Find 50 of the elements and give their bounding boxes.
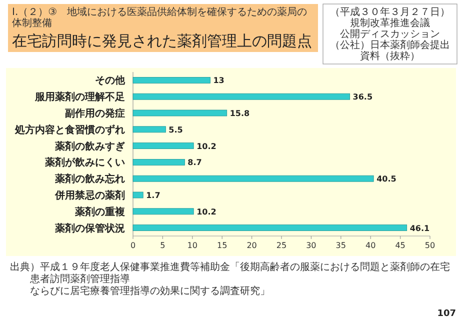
y-tick-label: 薬剤が飲みにくい: [44, 156, 125, 169]
bar: [132, 93, 350, 100]
x-tick-label: 50: [424, 241, 436, 250]
y-tick-label: 薬剤の飲み忘れ: [54, 173, 125, 186]
data-label: 40.5: [376, 174, 397, 184]
chart-subtitle: Ⅰ.（２）③ 地域における医薬品供給体制を確保するための薬局の体制整備: [12, 6, 308, 29]
data-label: 15.8: [230, 109, 250, 118]
data-label: 46.1: [410, 224, 430, 233]
data-label: 10.2: [196, 207, 216, 216]
x-tick-label: 10: [187, 241, 198, 250]
bar: [132, 208, 194, 215]
text: 公開ディスカッション: [340, 28, 440, 40]
source-note: 出典）平成１９年度老人保健事業推進費等補助金「後期高齢者の服薬における問題と薬剤師の在宅患者訪問薬剤管理指導: [10, 261, 450, 285]
x-tick-label: 25: [276, 241, 287, 250]
data-label: 13: [213, 76, 224, 86]
chart-title: 在宅訪問時に発見された薬剤管理上の問題点: [12, 32, 312, 50]
y-tick-label: 併用禁忌の薬剤: [54, 190, 125, 202]
bar: [132, 175, 374, 182]
x-tick-label: 5: [160, 241, 166, 250]
y-tick-label: 薬剤の飲みすぎ: [54, 140, 125, 152]
x-tick-label: 0: [130, 241, 136, 250]
bar: [132, 142, 194, 149]
data-label: 1.7: [146, 191, 160, 200]
y-tick-label: その他: [95, 74, 126, 87]
bar: [132, 192, 144, 198]
bar: [132, 77, 210, 84]
y-tick-label: 薬剤の保管状況: [54, 222, 125, 234]
text: 107: [437, 309, 456, 319]
text: 規制改革推進会議: [350, 17, 430, 29]
data-label: 8.7: [188, 158, 202, 168]
text: （公社）日本薬剤師会提出資料（抜粋）: [330, 39, 450, 62]
text: （平成３０年３月２７日）: [330, 6, 450, 18]
bar: [132, 159, 185, 166]
x-tick-label: 15: [217, 241, 228, 250]
y-tick-label: 処方内容と食習慣のずれ: [14, 124, 125, 136]
bar: [132, 126, 166, 133]
x-tick-label: 45: [395, 241, 406, 250]
x-tick-label: 30: [306, 241, 316, 250]
text: ならびに居宅療養管理指導の効果に関する調査研究」: [30, 285, 270, 297]
x-tick-label: 40: [366, 241, 376, 250]
data-label: 10.2: [196, 142, 216, 151]
y-tick-label: 服用薬剤の理解不足: [34, 91, 125, 104]
y-tick-label: 副作用の発症: [65, 108, 125, 120]
bar: [132, 224, 408, 231]
data-label: 36.5: [352, 92, 373, 102]
bar: [132, 110, 228, 116]
data-label: 5.5: [168, 125, 184, 134]
y-tick-label: 薬剤の重複: [74, 206, 125, 218]
x-tick-label: 20: [246, 241, 257, 250]
x-tick-label: 35: [336, 241, 346, 250]
